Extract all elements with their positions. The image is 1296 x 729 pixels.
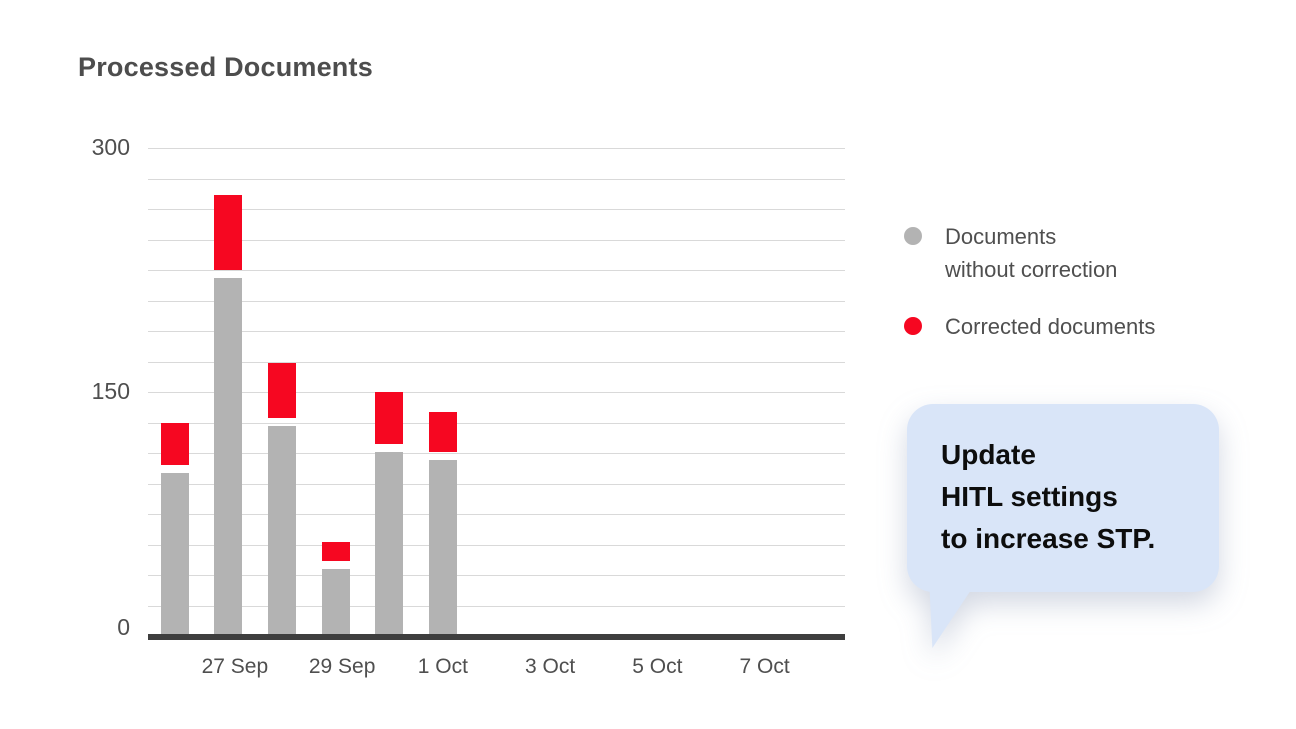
gridline	[148, 361, 845, 363]
callout-text-line: to increase STP.	[941, 523, 1156, 554]
x-axis-tick-27-sep: 27 Sep	[201, 655, 269, 678]
legend-item-corrected-documents: Corrected documents	[904, 310, 1155, 343]
bar-segment-without-correction	[160, 473, 189, 636]
gridline	[148, 453, 845, 454]
chart-title: Processed Documents	[78, 52, 373, 82]
gridline	[148, 331, 845, 332]
legend-label-line: Corrected documents	[945, 314, 1156, 339]
gridline	[148, 209, 845, 210]
bar-segment-without-correction	[268, 426, 297, 636]
bar-group-27-sep	[202, 148, 256, 636]
x-axis-labels: 27 Sep 29 Sep 1 Oct 3 Oct 5 Oct 7 Oct	[148, 652, 845, 682]
gridline	[148, 422, 845, 424]
bar-segment-corrected	[428, 411, 457, 453]
callout-text-line: Update	[941, 439, 1036, 470]
bar-group-30-sep	[362, 148, 416, 636]
x-axis-tick-1-oct: 1 Oct	[417, 655, 468, 678]
gridline	[148, 575, 845, 576]
x-axis-line	[148, 634, 845, 640]
bar-segment-without-correction	[214, 278, 243, 636]
y-axis-tick-0: 0	[117, 614, 130, 640]
callout-tail	[929, 590, 971, 648]
legend-item-documents-without-correction: Documents without correction	[904, 220, 1155, 286]
callout-text-line: HITL settings	[941, 481, 1118, 512]
x-axis-tick-5-oct: 5 Oct	[632, 655, 683, 678]
gridline	[148, 270, 845, 271]
legend-label: Corrected documents	[945, 310, 1155, 343]
gray-dot-icon	[904, 227, 922, 245]
bar-segment-corrected	[321, 541, 350, 562]
gridline	[148, 605, 845, 607]
bar-group-29-sep	[309, 148, 363, 636]
gridline	[148, 178, 845, 180]
bar-segment-without-correction	[428, 460, 457, 636]
legend: Documents without correction Corrected d…	[904, 220, 1155, 343]
bar-segment-without-correction	[321, 569, 350, 636]
y-axis-tick-150: 150	[91, 378, 130, 404]
bar-segment-corrected	[268, 362, 297, 419]
bar-segment-corrected	[375, 392, 404, 445]
bar-group-1-oct	[416, 148, 470, 636]
legend-label: Documents without correction	[945, 220, 1117, 286]
legend-label-line: Documents	[945, 224, 1057, 249]
gridline	[148, 544, 845, 546]
gridline	[148, 514, 845, 515]
callout-body: Update HITL settings to increase STP.	[907, 404, 1219, 592]
chart-plot-area	[148, 148, 845, 636]
y-axis-tick-300: 300	[91, 134, 130, 160]
gridline	[148, 392, 845, 393]
gridline	[148, 239, 845, 241]
bar-segment-without-correction	[375, 452, 404, 636]
bar-segment-corrected	[160, 423, 189, 466]
x-axis-tick-3-oct: 3 Oct	[525, 655, 576, 678]
legend-label-line: without correction	[945, 257, 1118, 282]
red-dot-icon	[904, 317, 922, 335]
callout-bubble: Update HITL settings to increase STP.	[907, 404, 1219, 648]
x-axis-tick-29-sep: 29 Sep	[308, 655, 376, 678]
x-axis-tick-7-oct: 7 Oct	[739, 655, 790, 678]
gridline	[148, 300, 845, 302]
gridline	[148, 148, 845, 149]
bar-group-26-sep	[148, 148, 202, 636]
gridline	[148, 483, 845, 485]
bar-segment-corrected	[214, 195, 243, 271]
bar-group-28-sep	[255, 148, 309, 636]
